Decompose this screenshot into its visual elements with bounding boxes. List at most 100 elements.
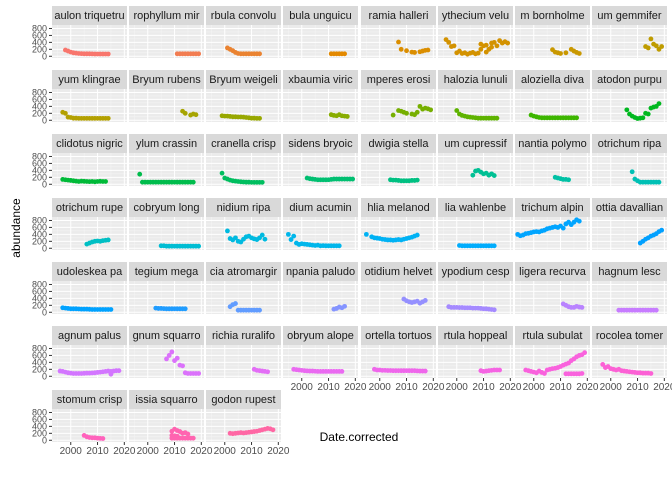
x-axis-title: Date.corrected [320,430,399,444]
data-point [494,43,500,49]
facet-panel: dium acumin [283,198,358,250]
data-point [451,43,457,49]
data-point [100,436,106,441]
facet-panel: mperes erosi [361,70,436,122]
y-tick-label: 0 [42,435,47,445]
data-point [576,218,582,224]
data-point [505,40,511,46]
panel-background [206,409,281,442]
data-point [342,51,348,57]
facet-strip [52,326,127,345]
data-point [259,232,265,238]
x-tick-label: 2020 [576,382,599,393]
facet-strip-label: halozia lunuli [444,74,508,86]
x-tick-label: 2000 [60,446,83,457]
y-tick-label: 200 [32,172,47,182]
facet-panel: hagnum lesc [592,262,667,314]
y-tick-label: 400 [32,101,47,111]
facet-strip [361,326,436,345]
y-tick-label: 400 [32,421,47,431]
data-point [558,51,563,56]
x-tick-label: 2000 [137,446,160,457]
panel-background [283,281,358,314]
facet-strip-label: trichum alpin [521,202,583,214]
facet-strip-label: atodon purpu [597,74,662,86]
y-tick-label: 600 [32,222,47,232]
data-point [624,107,630,113]
x-tick-label: 2020 [344,382,367,393]
data-point [574,115,580,121]
data-point [233,301,238,306]
facet-strip-label: m bornholme [520,10,584,22]
facet-strip [361,262,436,281]
facet-panel: nantia polymo [515,134,590,186]
data-point [414,177,420,183]
data-point [344,114,350,119]
y-tick-label: 0 [42,51,47,61]
data-point [233,235,238,241]
facet-strip [592,6,667,25]
panel-background [206,345,281,378]
facet-strip-label: ylum crassin [136,138,197,150]
x-tick-label: 2020 [499,382,522,393]
panel-background [129,89,204,122]
y-tick-label: 200 [32,44,47,54]
data-point [257,51,262,57]
data-point [446,39,452,45]
facet-strip-label: yum klingrae [58,74,120,86]
data-point [645,111,651,117]
data-point [257,307,262,313]
data-point [265,369,271,375]
data-point [398,46,404,52]
facet-strip [438,6,513,25]
panel-background [206,217,281,250]
facet-strip-label: ythecium velu [442,10,509,22]
facet-panel: ortella tortuos 2000 2010 2020 [361,326,445,393]
facet-strip [129,134,204,153]
data-point [288,237,294,242]
facet-panel: um cupressif [438,134,513,186]
y-tick-label: 400 [32,165,47,175]
data-point [396,39,401,45]
x-tick-label: 2000 [446,382,469,393]
panel-background [361,89,436,122]
facet-strip-label: richia ruralifo [212,330,275,342]
facet-strip-label: um gemmifer [597,10,662,22]
data-point [62,110,68,116]
data-point [653,43,659,49]
facet-strip-label: stomum crisp [57,394,122,406]
facet-strip-label: rocolea tomer [596,330,664,342]
x-tick-label: 2010 [317,382,340,393]
panel-background [592,25,667,58]
data-point [350,176,356,182]
x-tick-label: 2020 [422,382,445,393]
data-point [196,243,202,249]
y-tick-label: 800 [32,343,47,353]
data-point [196,51,202,57]
data-point [291,233,297,239]
facet-strip [52,134,127,153]
facet-strip [52,390,127,409]
facet-strip-label: otrichum ripa [598,138,662,150]
data-point [105,115,111,121]
facet-panel: xbaumia viric [283,70,358,122]
facet-strip [515,6,590,25]
data-point [339,369,345,374]
facet-strip [438,262,513,281]
facet-panel: ligera recurva [515,262,590,314]
data-point [412,50,417,55]
y-axis-title: abundance [9,198,23,258]
facet-strip-label: issia squarro [135,394,197,406]
facet-strip-label: lia wahlenbe [445,202,506,214]
facet-strip-label: godon rupest [211,394,275,406]
facet-strip [592,134,667,153]
facet-strip [283,262,358,281]
y-tick-label: 200 [32,300,47,310]
facet-strip-label: aulon triquetru [54,10,124,22]
facet-strip-label: otidium helvet [365,266,433,278]
facet-strip [515,326,590,345]
y-tick-label: 800 [32,87,47,97]
